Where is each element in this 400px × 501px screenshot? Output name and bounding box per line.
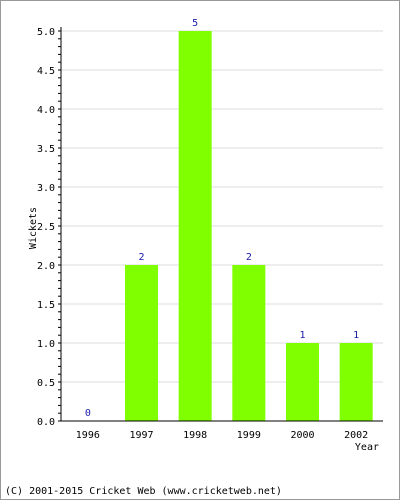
x-tick-label: 2002 (344, 430, 368, 441)
data-label-1997: 2 (138, 252, 144, 263)
x-tick-label: 2000 (290, 430, 314, 441)
x-tick-label: 1999 (237, 430, 261, 441)
y-tick-label: 1.0 (37, 339, 55, 350)
y-tick-label: 1.5 (37, 300, 55, 311)
data-label-1996: 0 (85, 408, 91, 419)
y-tick-label: 2.5 (37, 222, 55, 233)
bar-1997 (125, 265, 158, 421)
data-label-1998: 5 (192, 18, 198, 29)
copyright-footer: (C) 2001-2015 Cricket Web (www.cricketwe… (5, 486, 282, 497)
data-label-1999: 2 (246, 252, 252, 263)
y-tick-label: 4.5 (37, 66, 55, 77)
y-tick-label: 3.0 (37, 183, 55, 194)
y-tick-label: 4.0 (37, 105, 55, 116)
y-tick-label: 0.5 (37, 378, 55, 389)
data-label-2002: 1 (353, 330, 359, 341)
x-tick-label: 1997 (129, 430, 153, 441)
y-tick-label: 5.0 (37, 27, 55, 38)
y-tick-label: 2.0 (37, 261, 55, 272)
bar-2000 (286, 343, 319, 421)
bar-1998 (178, 31, 212, 421)
y-tick-label: 0.0 (37, 417, 55, 428)
y-tick-label: 3.5 (37, 144, 55, 155)
bar-1999 (232, 265, 266, 421)
x-tick-label: 1996 (76, 430, 100, 441)
x-tick-label: 1998 (183, 430, 207, 441)
y-axis-title: Wickets (28, 207, 39, 249)
x-axis-title: Year (355, 442, 379, 453)
bar-2002 (339, 343, 373, 421)
data-label-2000: 1 (299, 330, 305, 341)
